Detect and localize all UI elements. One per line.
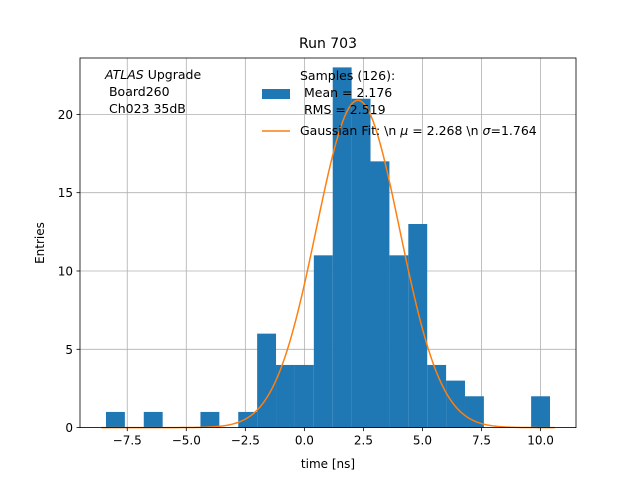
x-tick-label-0: −7.5: [113, 434, 142, 448]
plot-frame: [79, 57, 577, 429]
legend: Samples (126): Mean = 2.176 RMS = 2.519 …: [262, 68, 537, 138]
x-tick-label-2: −2.5: [231, 434, 260, 448]
x-axis-label: time [ns]: [301, 457, 355, 471]
histogram-bar-10: [370, 161, 390, 428]
legend-histogram-swatch: [262, 89, 290, 99]
legend-fit-sigma-symbol: σ: [483, 123, 492, 138]
atlas-label: ATLAS: [104, 67, 144, 82]
histogram-bar-9: [351, 98, 371, 428]
histogram-bars: [105, 67, 551, 428]
x-tick-label-4: 2.5: [354, 434, 373, 448]
y-tick-label-1: 5: [65, 343, 73, 357]
legend-fit-prefix: Gaussian Fit: \n: [300, 123, 400, 138]
histogram-bar-1: [143, 411, 163, 428]
histogram-bar-16: [531, 396, 551, 428]
histogram-bar-5: [276, 364, 295, 428]
histogram-bar-0: [105, 411, 125, 428]
x-tick-label-7: 10.0: [527, 434, 554, 448]
channel-label: Ch023 35dB: [105, 101, 186, 116]
histogram-bar-8: [332, 67, 352, 428]
legend-fit-mu-value: = 2.268 \n: [408, 123, 482, 138]
y-axis-ticks: 0 5 10 15 20: [58, 108, 80, 435]
histogram-bar-15: [464, 396, 484, 428]
histogram-bar-3: [238, 411, 258, 428]
y-tick-label-2: 10: [58, 264, 73, 278]
legend-fit-sigma-value: =1.764: [490, 123, 536, 138]
histogram-bar-4: [257, 333, 277, 428]
legend-histogram-line-2: Mean = 2.176: [300, 85, 392, 100]
upgrade-label: Upgrade: [144, 67, 202, 82]
histogram-bar-13: [427, 364, 447, 428]
x-tick-label-1: −5.0: [172, 434, 201, 448]
x-tick-label-5: 5.0: [413, 434, 432, 448]
y-axis-label: Entries: [33, 222, 47, 264]
histogram-bar-11: [389, 255, 409, 428]
atlas-annotation: ATLAS Upgrade Board260 Ch023 35dB: [104, 67, 201, 116]
y-tick-label-4: 20: [58, 108, 73, 122]
x-tick-label-6: 7.5: [472, 434, 491, 448]
histogram-bar-6: [294, 364, 314, 428]
histogram-bar-2: [200, 411, 220, 428]
board-label: Board260: [105, 84, 170, 99]
histogram-bar-7: [313, 255, 333, 428]
chart-title: Run 703: [299, 36, 357, 52]
x-tick-label-3: 0.0: [295, 434, 314, 448]
y-tick-label-0: 0: [65, 421, 73, 435]
histogram-bar-12: [408, 224, 428, 428]
y-tick-label-3: 15: [58, 186, 73, 200]
legend-histogram-line-3: RMS = 2.519: [300, 102, 386, 117]
histogram-bar-14: [446, 380, 465, 428]
x-axis-ticks: −7.5 −5.0 −2.5 0.0 2.5 5.0 7.5 10.0: [113, 427, 554, 448]
atlas-upgrade-text: ATLAS Upgrade: [104, 67, 201, 82]
legend-fit-mu-symbol: μ: [399, 123, 408, 138]
legend-histogram-line-1: Samples (126):: [300, 68, 395, 83]
legend-fit-label: Gaussian Fit: \n μ = 2.268 \n σ=1.764: [300, 123, 537, 138]
